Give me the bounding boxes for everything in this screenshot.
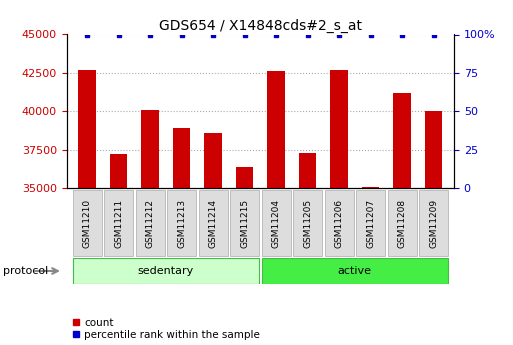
Bar <box>362 187 379 188</box>
Bar <box>356 190 385 256</box>
Text: GSM11207: GSM11207 <box>366 199 375 248</box>
Bar <box>267 71 285 188</box>
Text: GSM11212: GSM11212 <box>146 199 154 248</box>
Bar <box>173 128 190 188</box>
Bar <box>205 133 222 188</box>
Title: GDS654 / X14848cds#2_s_at: GDS654 / X14848cds#2_s_at <box>159 19 362 33</box>
Bar <box>73 258 259 284</box>
Text: GSM11204: GSM11204 <box>271 199 281 248</box>
Text: GSM11210: GSM11210 <box>83 199 92 248</box>
Bar <box>425 111 442 188</box>
Bar <box>110 154 127 188</box>
Text: GSM11208: GSM11208 <box>398 199 406 248</box>
Bar <box>142 110 159 188</box>
Bar <box>299 153 316 188</box>
Bar <box>325 190 353 256</box>
Text: GSM11211: GSM11211 <box>114 199 123 248</box>
Text: active: active <box>338 266 372 276</box>
Bar <box>293 190 322 256</box>
Text: GSM11209: GSM11209 <box>429 199 438 248</box>
Bar <box>167 190 196 256</box>
Legend: count, percentile rank within the sample: count, percentile rank within the sample <box>72 318 260 340</box>
Bar <box>419 190 448 256</box>
Bar <box>387 190 417 256</box>
Text: GSM11206: GSM11206 <box>334 199 344 248</box>
Bar <box>73 190 102 256</box>
Text: GSM11205: GSM11205 <box>303 199 312 248</box>
Text: GSM11213: GSM11213 <box>177 199 186 248</box>
Bar <box>393 93 411 188</box>
Text: sedentary: sedentary <box>138 266 194 276</box>
Bar <box>262 258 448 284</box>
Bar <box>135 190 165 256</box>
Bar <box>199 190 228 256</box>
Bar <box>78 70 96 188</box>
Text: GSM11215: GSM11215 <box>240 199 249 248</box>
Bar <box>262 190 290 256</box>
Text: GSM11214: GSM11214 <box>209 199 218 248</box>
Bar <box>236 167 253 188</box>
Bar <box>330 70 348 188</box>
Bar <box>230 190 259 256</box>
Bar <box>104 190 133 256</box>
Text: protocol: protocol <box>3 266 48 276</box>
